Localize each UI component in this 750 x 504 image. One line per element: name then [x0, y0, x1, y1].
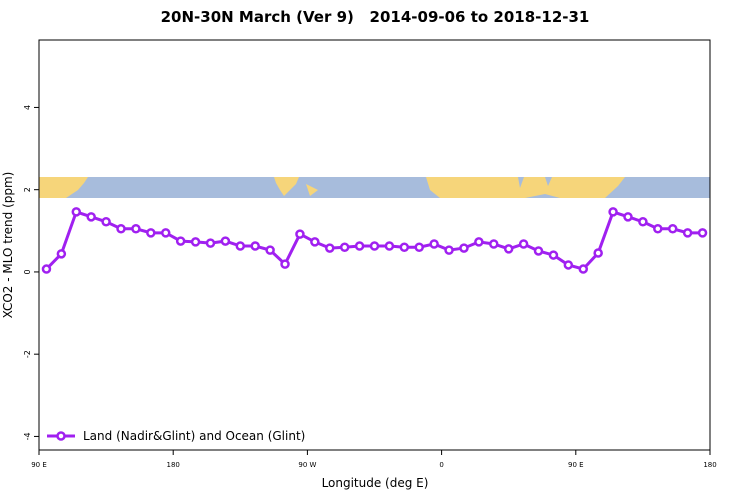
land	[274, 177, 299, 196]
point	[533, 246, 544, 256]
point	[41, 264, 52, 274]
point	[86, 212, 96, 222]
point	[444, 245, 454, 255]
y-tick-label: -2	[23, 350, 32, 358]
point	[295, 229, 305, 239]
point	[429, 239, 439, 249]
point	[354, 241, 365, 251]
land	[306, 184, 318, 196]
point	[339, 242, 350, 253]
y-tick-label: 0	[23, 269, 32, 274]
point	[325, 243, 335, 253]
point	[116, 224, 126, 234]
point	[250, 241, 260, 251]
point	[160, 228, 171, 238]
x-tick-label: 180	[167, 461, 180, 469]
x-tick-label: 180	[703, 461, 716, 469]
x-tick-label: 90 W	[298, 461, 316, 469]
point	[280, 259, 290, 269]
point	[623, 212, 633, 222]
map-strip	[39, 177, 710, 198]
point	[56, 249, 67, 259]
point	[593, 248, 603, 258]
point	[653, 224, 663, 234]
point	[638, 217, 648, 227]
point	[667, 224, 678, 234]
land	[39, 177, 88, 198]
point	[265, 245, 275, 255]
point	[548, 250, 559, 260]
chart-title: 20N-30N March (Ver 9) 2014-09-06 to 2018…	[161, 8, 590, 26]
point	[503, 244, 514, 254]
point	[399, 242, 410, 253]
x-axis-label: Longitude (deg E)	[322, 476, 429, 490]
y-tick-label: -4	[23, 432, 32, 440]
land	[426, 177, 625, 198]
point	[146, 228, 156, 238]
point	[682, 228, 693, 238]
y-axis-label: XCO2 - MLO trend (ppm)	[1, 172, 15, 319]
point	[563, 260, 574, 270]
point	[414, 242, 424, 253]
point	[220, 236, 231, 246]
point	[190, 237, 201, 247]
point	[131, 224, 141, 234]
point	[71, 207, 82, 217]
x-tick-label: 0	[439, 461, 443, 469]
point	[697, 228, 708, 238]
legend-label: Land (Nadir&Glint) and Ocean (Glint)	[83, 429, 305, 443]
point	[101, 217, 111, 227]
y-tick-label: 4	[23, 105, 32, 110]
point	[205, 238, 216, 248]
point	[459, 243, 469, 253]
point	[474, 237, 484, 247]
point	[489, 239, 499, 249]
point	[518, 239, 529, 249]
point	[578, 264, 589, 274]
x-tick-label: 90 E	[568, 461, 584, 469]
legend-marker	[56, 431, 66, 441]
point	[310, 237, 320, 247]
point	[608, 207, 618, 217]
point	[384, 241, 395, 251]
y-tick-label: 2	[23, 187, 32, 192]
point	[369, 241, 380, 251]
point	[235, 241, 246, 251]
x-tick-label: 90 E	[31, 461, 47, 469]
plot-frame	[38, 39, 711, 451]
point	[175, 236, 186, 246]
